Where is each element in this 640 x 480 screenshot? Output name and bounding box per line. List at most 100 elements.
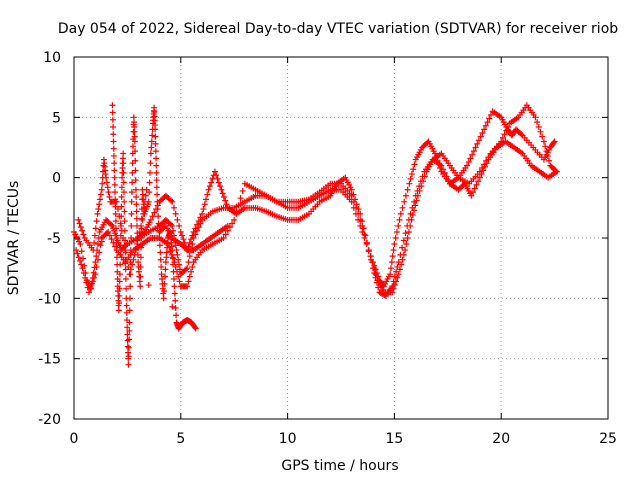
series-early-spikes [75, 102, 199, 368]
data-points [71, 102, 560, 368]
data-point [75, 254, 82, 261]
data-point [118, 227, 125, 234]
x-axis-label: GPS time / hours [281, 458, 398, 474]
data-point [141, 204, 148, 211]
data-point [407, 175, 414, 182]
data-point [365, 247, 372, 254]
x-tick-label: 15 [385, 431, 403, 447]
data-point [171, 283, 178, 290]
data-point [96, 249, 103, 256]
data-point [167, 221, 174, 228]
data-point [220, 193, 227, 200]
data-point [128, 222, 135, 229]
data-point [177, 228, 184, 235]
data-point [348, 186, 355, 193]
data-point [116, 285, 123, 292]
data-point [116, 271, 123, 278]
data-point [518, 131, 525, 138]
data-point [108, 221, 115, 228]
x-tick-label: 5 [176, 431, 185, 447]
data-point [534, 119, 541, 126]
data-point [112, 218, 119, 225]
data-point [175, 273, 182, 280]
data-point [154, 206, 161, 213]
data-point [475, 137, 482, 144]
data-point [184, 265, 191, 272]
data-point [170, 204, 177, 211]
data-point [399, 204, 406, 211]
data-point [393, 228, 400, 235]
data-point [176, 261, 183, 268]
data-point [79, 227, 86, 234]
data-point [76, 220, 83, 227]
y-tick-label: -10 [38, 291, 61, 307]
data-point [120, 150, 127, 157]
data-point [146, 179, 153, 186]
data-point [352, 196, 359, 203]
data-point [124, 343, 131, 350]
data-point [474, 140, 481, 147]
y-tick-label: 5 [52, 110, 61, 126]
data-point [87, 285, 94, 292]
data-point [194, 221, 201, 228]
data-point [105, 228, 112, 235]
data-point [115, 206, 122, 213]
y-axis-label: SDTVAR / TECUs [6, 181, 22, 296]
data-point [148, 144, 155, 151]
data-point [393, 278, 400, 285]
data-point [406, 180, 413, 187]
data-point [152, 140, 159, 147]
data-point [109, 109, 116, 116]
data-point [111, 181, 118, 188]
data-point [400, 251, 407, 258]
data-point [140, 230, 147, 237]
data-point [120, 179, 127, 186]
data-point [400, 237, 407, 244]
data-point [110, 123, 117, 130]
series-track-c [135, 138, 560, 296]
data-point [158, 263, 165, 270]
data-point [387, 265, 394, 272]
data-point [397, 210, 404, 217]
data-point [201, 201, 208, 208]
data-point [77, 224, 84, 231]
data-point [98, 238, 105, 245]
data-point [121, 198, 128, 205]
x-tick-label: 10 [279, 431, 297, 447]
data-point [200, 206, 207, 213]
data-point [126, 336, 133, 343]
data-point [91, 274, 98, 281]
data-point [420, 178, 427, 185]
data-point [438, 162, 445, 169]
data-point [157, 256, 164, 263]
data-point [133, 208, 140, 215]
data-point [169, 254, 176, 261]
data-point [113, 254, 120, 261]
data-point [153, 184, 160, 191]
data-point [480, 167, 487, 174]
data-point [147, 216, 154, 223]
data-point [104, 184, 111, 191]
data-point [413, 197, 420, 204]
data-point [469, 151, 476, 158]
data-point [155, 213, 162, 220]
data-point [132, 177, 139, 184]
data-point [135, 235, 142, 241]
data-point [73, 247, 80, 254]
data-point [152, 126, 159, 133]
data-point [117, 261, 124, 268]
data-point [186, 253, 193, 260]
data-point [154, 198, 161, 205]
data-point [418, 183, 425, 190]
data-point [138, 222, 145, 229]
data-point [553, 168, 560, 175]
data-point [113, 247, 120, 254]
data-point [120, 160, 127, 167]
data-point [205, 186, 212, 193]
data-point [410, 166, 417, 173]
data-point [441, 169, 448, 176]
data-point [127, 266, 134, 273]
data-point [392, 235, 399, 241]
data-point [145, 282, 152, 289]
data-point [161, 280, 168, 287]
